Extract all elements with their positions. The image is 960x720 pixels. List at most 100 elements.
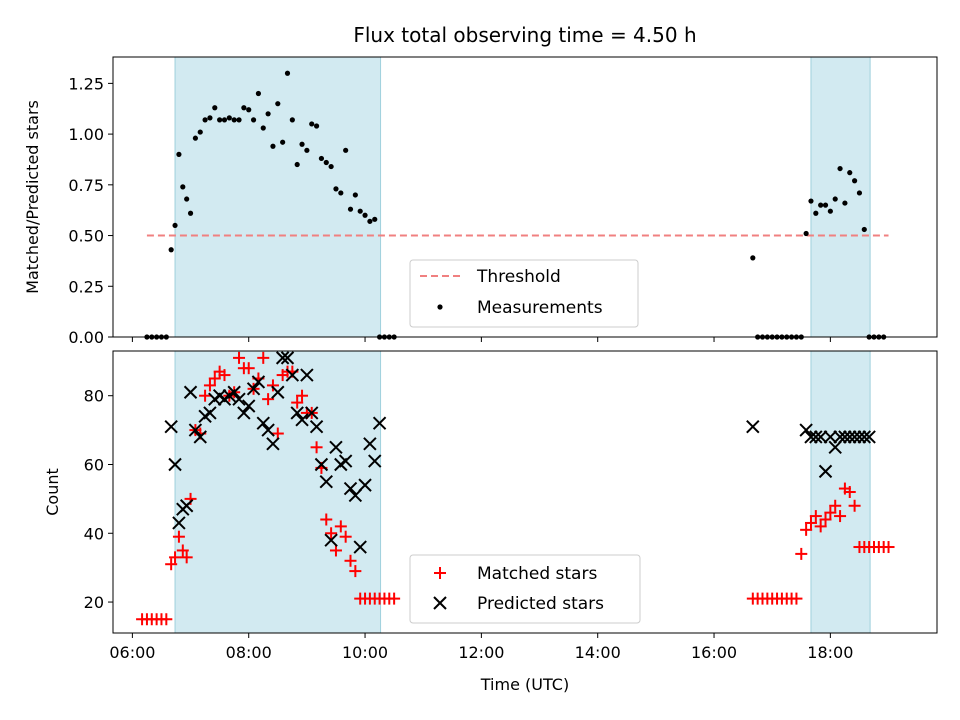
measurement-point — [172, 222, 178, 229]
measurement-point — [265, 111, 271, 117]
measurement-point — [289, 117, 295, 123]
measurement-point — [241, 105, 247, 111]
bottom-y-tick-label: 20 — [84, 593, 104, 612]
measurement-point — [255, 90, 262, 97]
measurement-point — [852, 178, 858, 184]
bottom-x-tick-label: 12:00 — [458, 643, 504, 662]
matched-star-point — [169, 551, 182, 564]
predicted-star-point — [251, 375, 266, 389]
measurement-point — [861, 226, 867, 233]
bottom-x-tick-label: 16:00 — [691, 643, 737, 662]
bottom-y-label: Count — [43, 468, 62, 516]
measurement-point — [343, 147, 349, 153]
predicted-star-point — [164, 419, 178, 434]
bottom-legend-box — [409, 554, 641, 624]
matched-star-point — [203, 379, 216, 392]
matched-star-point — [814, 520, 827, 533]
measurement-point — [352, 192, 358, 198]
bottom-x-axis: 06:00 08:00 10:00 12:00 14:00 16:00 18:00 — [109, 633, 853, 662]
predicted-star-point — [305, 406, 319, 420]
predicted-legend-label: Predicted stars — [477, 594, 604, 614]
measurement-point — [270, 143, 276, 149]
bottom-x-tick-label: 14:00 — [575, 643, 621, 662]
measurement-point — [318, 155, 325, 162]
predicted-star-point — [309, 419, 324, 434]
measurement-point — [803, 230, 809, 237]
predicted-star-point — [823, 430, 838, 444]
bottom-x-tick-label: 06:00 — [109, 643, 155, 662]
predicted-star-point — [828, 440, 842, 454]
matched-star-point — [795, 547, 808, 560]
predicted-star-point — [290, 406, 304, 420]
predicted-star-point — [852, 430, 867, 444]
measurement-point — [180, 184, 186, 190]
matched-star-point — [233, 351, 246, 364]
measurement-point — [309, 121, 315, 127]
predicted-star-point — [203, 406, 217, 420]
matched-star-point — [291, 396, 304, 409]
matched-star-point — [320, 513, 333, 526]
predicted-star-point — [838, 430, 852, 444]
predicted-star-point — [338, 454, 353, 468]
matched-star-point — [834, 510, 847, 523]
chart-title: Flux total observing time = 4.50 h — [353, 23, 696, 47]
predicted-star-point — [232, 392, 246, 406]
matched-star-point — [257, 351, 270, 364]
measurement-point — [197, 129, 203, 135]
measurement-point — [207, 115, 213, 121]
predicted-star-point — [295, 413, 309, 427]
measurement-point — [217, 117, 223, 123]
predicted-star-point — [324, 533, 338, 547]
matched-star-point — [388, 592, 401, 605]
top-y-tick-label: 0.00 — [68, 328, 104, 347]
top-legend: Threshold Measurements — [409, 259, 639, 328]
measurement-point — [367, 218, 373, 224]
matched-star-point — [829, 499, 842, 512]
measurement-point — [187, 210, 194, 216]
predicted-star-point — [237, 406, 251, 420]
measurement-point — [832, 196, 838, 202]
predicted-star-point — [363, 437, 377, 451]
matched-star-point — [843, 486, 856, 498]
matched-star-point — [804, 516, 817, 529]
threshold-legend-label: Threshold — [476, 267, 561, 287]
predicted-star-point — [314, 457, 329, 472]
matched-legend-marker — [434, 567, 446, 579]
measurement-point — [299, 141, 305, 147]
predicted-star-point — [368, 454, 382, 468]
predicted-star-point — [847, 430, 862, 444]
measurement-point — [827, 208, 833, 214]
matched-star-point — [180, 551, 193, 564]
matched-star-point — [848, 499, 861, 512]
predicted-star-point — [280, 351, 295, 365]
x-axis-label: Time (UTC) — [480, 675, 569, 694]
measurement-point — [236, 117, 242, 123]
measurement-point — [313, 123, 320, 129]
observing-window — [810, 350, 871, 634]
measurement-point — [184, 196, 190, 202]
bottom-x-tick-label: 18:00 — [807, 643, 853, 662]
bottom-y-tick-label: 60 — [84, 455, 104, 474]
predicted-star-point — [275, 351, 290, 365]
predicted-star-point — [329, 440, 343, 454]
predicted-star-point — [227, 385, 241, 399]
matched-star-point — [325, 527, 338, 540]
measurements-legend-marker — [437, 304, 443, 310]
measurement-point — [818, 202, 824, 208]
matched-star-point — [800, 523, 813, 536]
measurement-point — [813, 210, 819, 216]
predicted-star-point — [809, 430, 823, 444]
bottom-x-tick-label: 08:00 — [226, 643, 272, 662]
matched-star-point — [208, 372, 221, 385]
measurement-point — [226, 115, 232, 121]
bottom-plot-frame — [112, 350, 938, 634]
matched-star-point — [172, 530, 185, 543]
measurement-point — [250, 117, 257, 123]
predicted-star-point — [271, 385, 285, 399]
predicted-star-point — [319, 474, 333, 489]
matched-star-point — [819, 513, 832, 526]
bottom-y-tick-label: 40 — [84, 524, 104, 543]
matched-star-point — [882, 541, 895, 554]
predicted-star-point — [862, 430, 876, 444]
measurement-point — [338, 190, 344, 196]
